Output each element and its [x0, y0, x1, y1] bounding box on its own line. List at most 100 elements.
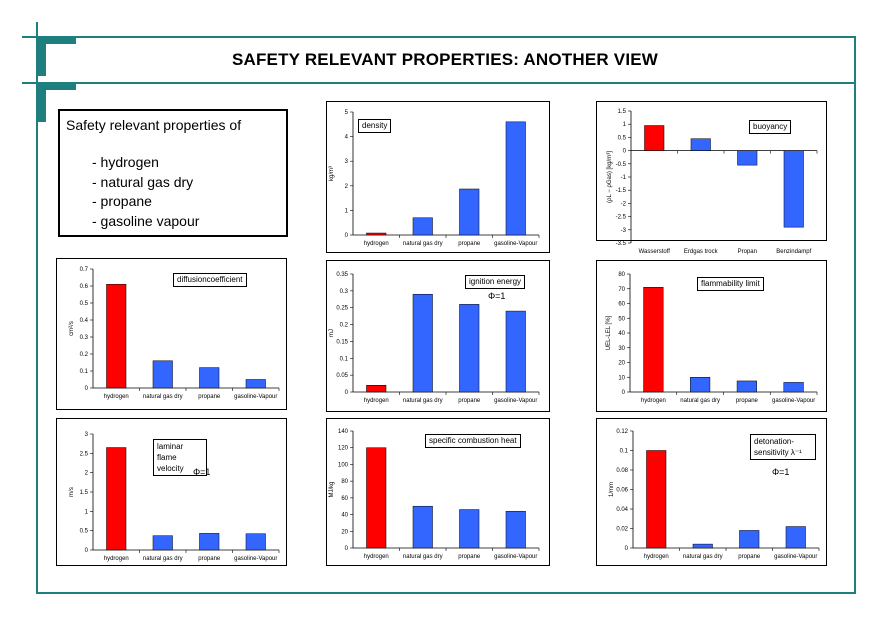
bar-hydrogen	[366, 232, 387, 236]
bar-hydrogen	[646, 450, 667, 549]
y-tick-label: 1	[623, 122, 627, 128]
frame-left-vertical	[36, 22, 38, 594]
frame-top-tab	[36, 36, 76, 44]
y-tick-label: 0.06	[616, 488, 628, 494]
y-tick-label: 0	[623, 149, 627, 155]
frame-divider	[22, 82, 856, 84]
x-tick-label: propane	[458, 554, 481, 560]
y-tick-label: 0.1	[340, 356, 349, 362]
specific-combustion-heat-chart: 0 20 40 60 80 100 120 140 hydrogen natural gas dr…	[326, 418, 550, 566]
bar-other	[199, 367, 220, 389]
bar-hydrogen	[644, 125, 665, 151]
y-tick-label: -2.5	[616, 215, 627, 221]
x-tick-label: natural gas dry	[403, 398, 443, 404]
info-item: - gasoline vapour	[92, 212, 200, 229]
y-tick-label: 0.5	[80, 301, 89, 307]
y-tick-label: 0	[85, 548, 89, 554]
chart-legend: density	[358, 119, 392, 133]
bar-other	[785, 526, 806, 549]
x-tick-label: natural gas dry	[403, 241, 443, 247]
y-tick-label: 0.25	[336, 306, 348, 312]
y-tick-label: 0.15	[336, 339, 348, 345]
y-tick-label: -3	[621, 228, 627, 234]
y-tick-label: 0.2	[80, 352, 89, 358]
bar-other	[412, 505, 433, 549]
y-axis-label: cm²/s	[69, 321, 75, 336]
frame-right-vertical	[854, 36, 856, 594]
x-tick-label: propane	[458, 241, 481, 247]
density-chart: 0 1 2 3 4 5 hydrogen natural gas dry propane gaso…	[326, 101, 550, 253]
x-tick-label: hydrogen	[104, 556, 129, 562]
bar-other	[199, 533, 220, 551]
y-tick-label: 0	[345, 390, 349, 396]
bar-other	[505, 121, 526, 236]
x-tick-label: hydrogen	[644, 554, 669, 560]
y-tick-label: 60	[341, 496, 348, 502]
chart-legend: diffusioncoefficient	[173, 273, 247, 287]
chart-legend: buoyancy	[749, 120, 792, 134]
info-item: - natural gas dry	[92, 173, 194, 190]
y-tick-label: 0	[625, 546, 629, 552]
bar-other	[245, 379, 266, 389]
frame-divider-bar	[36, 82, 46, 122]
x-tick-label: Propan	[738, 249, 757, 255]
bar-other	[739, 530, 760, 549]
y-tick-label: 30	[618, 346, 625, 352]
y-tick-label: 0.35	[336, 272, 348, 278]
y-tick-label: 0.1	[80, 369, 89, 375]
y-tick-label: 2.5	[80, 451, 89, 457]
y-axis-label: kg/m³	[329, 166, 335, 181]
diffusion-chart: 0 0.1 0.2 0.3 0.4 0.5 0.6 0.7 hydrogen natural ga…	[56, 258, 287, 410]
info-item: - propane	[92, 193, 152, 209]
chart-svg: 0 0.05 0.1 0.15 0.2 0.25 0.3 0.35 hydrogen natura…	[329, 272, 540, 404]
bar-other	[783, 382, 804, 393]
bar-other	[505, 510, 526, 549]
info-item: - hydrogen	[92, 154, 159, 170]
y-tick-label: 0.3	[80, 335, 89, 341]
y-tick-label: 120	[338, 446, 349, 452]
chart-legend: detonation-sensitivity λ⁻¹	[750, 434, 816, 460]
y-tick-label: 80	[618, 272, 625, 278]
y-tick-label: 2	[345, 184, 349, 190]
y-tick-label: 40	[618, 331, 625, 337]
bar-other	[459, 509, 480, 549]
x-tick-label: propane	[198, 556, 221, 562]
y-tick-label: 60	[618, 302, 625, 308]
y-tick-label: 0.5	[80, 529, 89, 535]
chart-svg: 0 20 40 60 80 100 120 140 hydrogen natural gas dr…	[329, 429, 540, 560]
y-tick-label: 1.5	[618, 109, 627, 115]
bar-other	[459, 188, 480, 236]
x-tick-label: gasoline-Vapour	[774, 554, 817, 560]
y-tick-label: 20	[618, 361, 625, 367]
bar-other	[505, 310, 526, 393]
x-tick-label: propane	[736, 398, 759, 404]
y-tick-label: 40	[341, 513, 348, 519]
x-tick-label: propane	[198, 394, 221, 400]
chart-svg: 0 0.02 0.04 0.06 0.08 0.1 0.12 hydrogen natural …	[609, 429, 820, 560]
bar-hydrogen	[106, 447, 127, 551]
x-tick-label: hydrogen	[364, 241, 389, 247]
y-tick-label: 1	[345, 208, 349, 214]
bar-other	[412, 217, 433, 236]
x-tick-label: hydrogen	[104, 394, 129, 400]
x-tick-label: propane	[738, 554, 761, 560]
x-tick-label: gasoline-Vapour	[234, 394, 277, 400]
y-tick-label: 100	[338, 462, 349, 468]
y-axis-label: m/s	[69, 487, 75, 497]
y-tick-label: 10	[618, 375, 625, 381]
flammability-limit-chart: 0 10 20 30 40 50 60 70 80 hydrogen natural gas dry…	[596, 260, 827, 412]
chart-note: Φ=1	[193, 467, 211, 477]
bar-hydrogen	[643, 287, 664, 393]
x-tick-label: natural gas dry	[680, 398, 720, 404]
buoyancy-chart: 1.5 1 0.5 0 -0.5 -1 -1.5 -2 -2.5 -3 -3.5 Wasserstof…	[596, 101, 827, 255]
y-tick-label: 0.08	[616, 468, 628, 474]
y-tick-label: 0.02	[616, 527, 628, 533]
frame-bottom-horizontal	[36, 592, 856, 594]
chart-svg: 0 0.1 0.2 0.3 0.4 0.5 0.6 0.7 hydrogen natural ga…	[69, 267, 280, 400]
bar-other	[245, 533, 266, 551]
bar-other	[152, 535, 173, 551]
detonation-sensitivity-chart: 0 0.02 0.04 0.06 0.08 0.1 0.12 hydrogen natural …	[596, 418, 827, 566]
x-tick-label: natural gas dry	[403, 554, 443, 560]
x-tick-label: gasoline-Vapour	[494, 241, 537, 247]
x-tick-label: gasoline-Vapour	[234, 556, 277, 562]
